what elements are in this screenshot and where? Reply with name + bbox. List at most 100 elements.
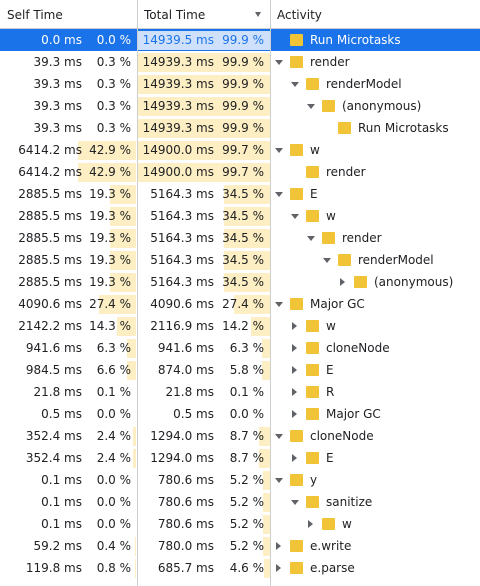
total-time-value: 21.8 ms [165,385,214,399]
table-row[interactable]: 0.1 ms 0.0 % 780.6 ms 5.2 % y [0,469,480,491]
table-row[interactable]: 6414.2 ms 42.9 % 14900.0 ms 99.7 % render [0,161,480,183]
collapse-arrow-icon[interactable] [276,564,281,572]
expand-arrow-icon[interactable] [323,258,331,263]
collapse-arrow-icon[interactable] [292,388,297,396]
total-time-percent: 34.5 % [222,253,264,267]
self-time-percent: 0.0 % [96,517,131,531]
expand-arrow-icon[interactable] [307,104,315,109]
self-time-value: 2885.5 ms [18,209,82,223]
total-time-bar [224,273,270,292]
table-row[interactable]: 0.1 ms 0.0 % 780.6 ms 5.2 % sanitize [0,491,480,513]
table-row[interactable]: 39.3 ms 0.3 % 14939.3 ms 99.9 % (anonymous) [0,95,480,117]
table-row[interactable]: 2885.5 ms 19.3 % 5164.3 ms 34.5 % w [0,205,480,227]
collapse-arrow-icon[interactable] [292,366,297,374]
expand-arrow-icon[interactable] [275,302,283,307]
folder-icon [290,188,303,200]
total-time-percent: 5.8 % [229,363,264,377]
total-time-bar [224,185,270,204]
total-time-value: 780.0 ms [157,539,214,553]
activity-cell: E [271,447,480,469]
table-row[interactable]: 0.0 ms 0.0 % 14939.5 ms 99.9 % Run Microtask… [0,29,480,51]
table-row[interactable]: 2885.5 ms 19.3 % 5164.3 ms 34.5 % renderMode… [0,249,480,271]
folder-icon [290,56,303,68]
self-time-percent: 0.3 % [96,77,131,91]
table-row[interactable]: 59.2 ms 0.4 % 780.0 ms 5.2 % e.write [0,535,480,557]
activity-cell: e.write [271,535,480,557]
activity-cell: Major GC [271,293,480,315]
table-row[interactable]: 39.3 ms 0.3 % 14939.3 ms 99.9 % renderModel [0,73,480,95]
table-row[interactable]: 6414.2 ms 42.9 % 14900.0 ms 99.7 % w [0,139,480,161]
total-time-value: 14939.3 ms [142,77,214,91]
table-row[interactable]: 984.5 ms 6.6 % 874.0 ms 5.8 % E [0,359,480,381]
self-time-value: 6414.2 ms [18,165,82,179]
table-row[interactable]: 941.6 ms 6.3 % 941.6 ms 6.3 % cloneNode [0,337,480,359]
self-time-percent: 27.4 % [89,297,131,311]
activity-name: R [326,385,335,399]
collapse-arrow-icon[interactable] [308,520,313,528]
total-time-bar [224,229,270,248]
collapse-arrow-icon[interactable] [292,410,297,418]
table-row[interactable]: 0.5 ms 0.0 % 0.5 ms 0.0 % Major GC [0,403,480,425]
collapse-arrow-icon[interactable] [292,454,297,462]
collapse-arrow-icon[interactable] [292,322,297,330]
collapse-arrow-icon[interactable] [340,278,345,286]
column-divider [270,0,271,586]
activity-cell: w [271,205,480,227]
activity-cell: Major GC [271,403,480,425]
self-time-bar [110,185,136,204]
expand-arrow-icon[interactable] [275,434,283,439]
activity-column-header[interactable]: Activity [277,8,322,22]
table-row[interactable]: 2885.5 ms 19.3 % 5164.3 ms 34.5 % (anonymous… [0,271,480,293]
self-time-value: 0.5 ms [41,407,82,421]
column-divider [137,0,138,586]
table-row[interactable]: 4090.6 ms 27.4 % 4090.6 ms 27.4 % Major GC [0,293,480,315]
activity-cell: w [271,139,480,161]
activity-name: cloneNode [326,341,390,355]
self-time-column-header[interactable]: Self Time [7,8,63,22]
table-row[interactable]: 21.8 ms 0.1 % 21.8 ms 0.1 % R [0,381,480,403]
table-row[interactable]: 39.3 ms 0.3 % 14939.3 ms 99.9 % Run Microtas… [0,117,480,139]
total-time-percent: 99.9 % [222,55,264,69]
total-time-column-header[interactable]: Total Time [144,8,206,22]
total-time-bar [234,295,270,314]
activity-name: sanitize [326,495,373,509]
expand-arrow-icon[interactable] [275,478,283,483]
activity-name: render [310,55,350,69]
expand-arrow-icon[interactable] [291,82,299,87]
expand-arrow-icon[interactable] [275,148,283,153]
collapse-arrow-icon[interactable] [276,542,281,550]
expand-arrow-icon[interactable] [275,60,283,65]
table-row[interactable]: 2885.5 ms 19.3 % 5164.3 ms 34.5 % render [0,227,480,249]
self-time-bar [135,537,136,556]
self-time-value: 4090.6 ms [18,297,82,311]
total-time-bar [262,361,270,380]
folder-icon [290,298,303,310]
collapse-arrow-icon[interactable] [292,344,297,352]
table-row[interactable]: 0.1 ms 0.0 % 780.6 ms 5.2 % w [0,513,480,535]
expand-arrow-icon[interactable] [275,192,283,197]
table-row[interactable]: 2885.5 ms 19.3 % 5164.3 ms 34.5 % E [0,183,480,205]
self-time-bar [110,251,136,270]
activity-name: e.parse [310,561,355,575]
activity-cell: e.parse [271,557,480,579]
expand-arrow-icon[interactable] [307,236,315,241]
expand-arrow-icon[interactable] [291,500,299,505]
expand-arrow-icon[interactable] [291,214,299,219]
total-time-percent: 5.2 % [229,473,264,487]
folder-icon [306,452,319,464]
table-row[interactable]: 352.4 ms 2.4 % 1294.0 ms 8.7 % E [0,447,480,469]
self-time-bar [117,317,136,336]
self-time-bar [110,273,136,292]
total-time-percent: 34.5 % [222,231,264,245]
total-time-bar [138,75,270,94]
activity-cell: cloneNode [271,337,480,359]
table-row[interactable]: 39.3 ms 0.3 % 14939.3 ms 99.9 % render [0,51,480,73]
activity-name: w [326,209,336,223]
table-row[interactable]: 352.4 ms 2.4 % 1294.0 ms 8.7 % cloneNode [0,425,480,447]
self-time-bar [78,141,136,160]
table-row[interactable]: 2142.2 ms 14.3 % 2116.9 ms 14.2 % w [0,315,480,337]
total-time-bar [138,97,270,116]
activity-cell: render [271,161,480,183]
total-time-percent: 99.9 % [222,33,264,47]
table-row[interactable]: 119.8 ms 0.8 % 685.7 ms 4.6 % e.parse [0,557,480,579]
